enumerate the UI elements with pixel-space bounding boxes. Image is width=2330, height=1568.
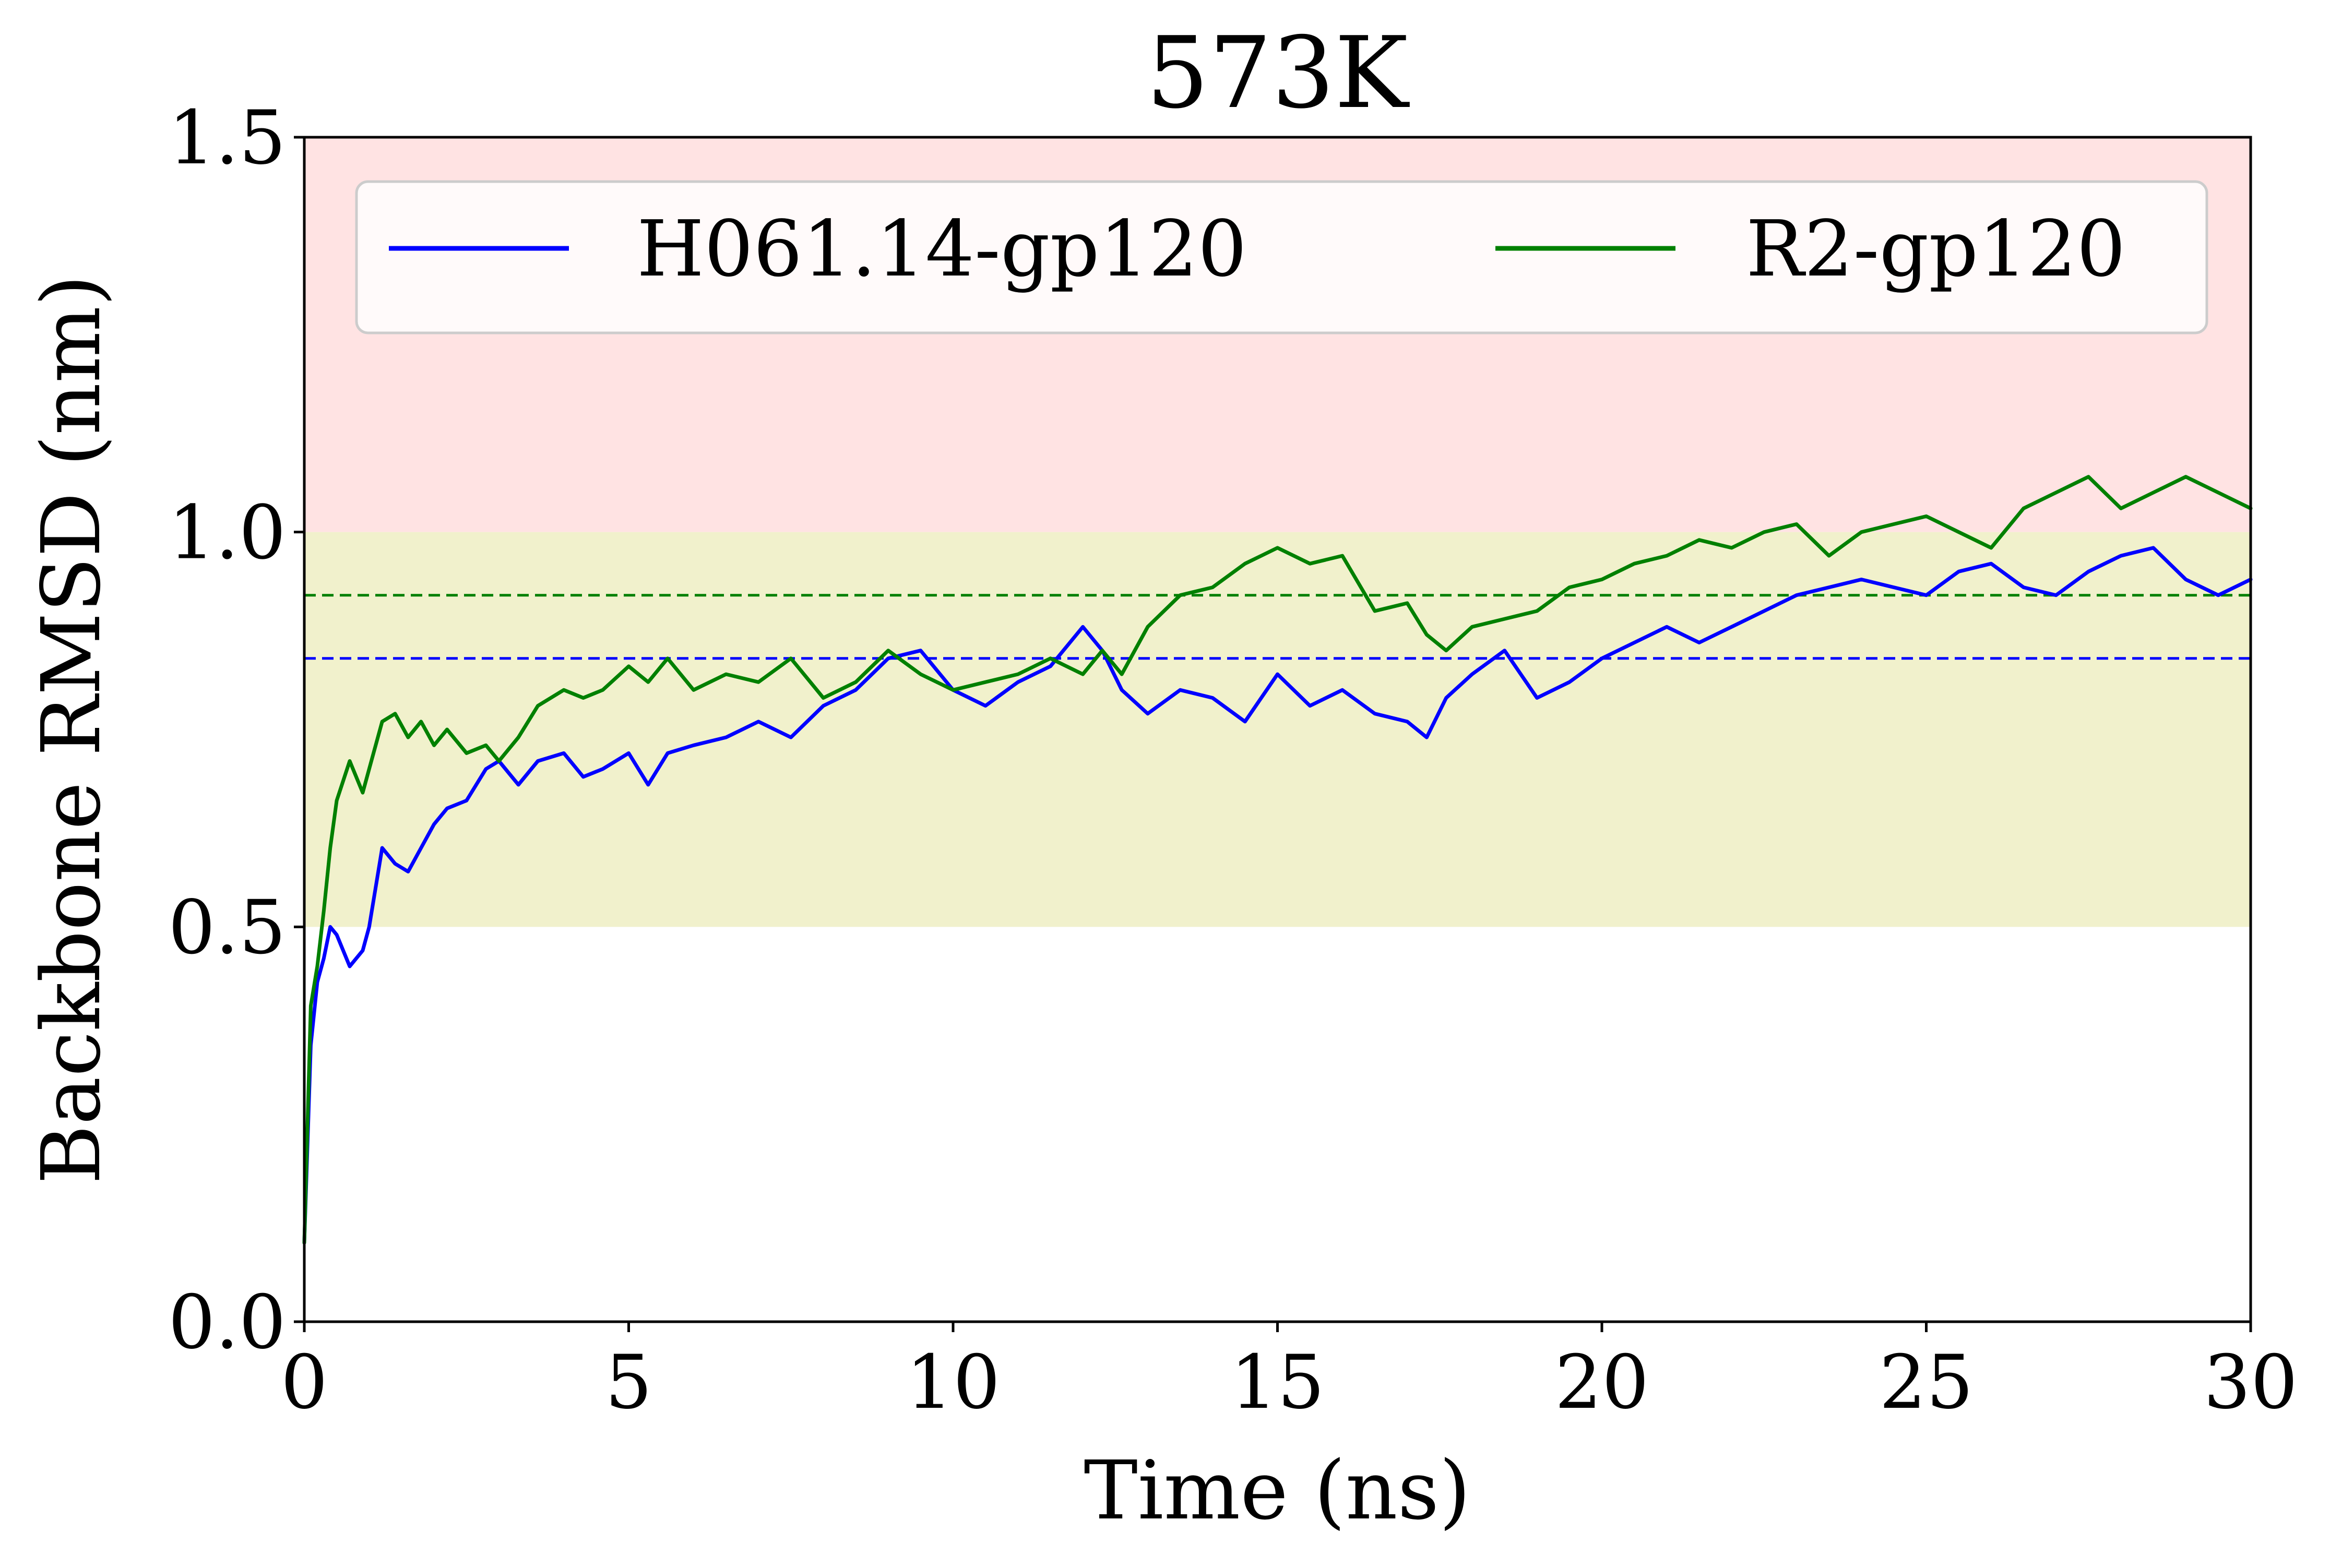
legend-label-r2: R2-gp120: [1746, 204, 2126, 294]
x-axis-ticks: 0 5 10 15 20 25 30: [281, 1322, 2298, 1426]
series-line-0: [302, 546, 2253, 1245]
x-tick-label: 20: [1555, 1339, 1649, 1426]
chart-title: 573K: [1146, 16, 1410, 130]
y-axis-label: Backbone RMSD (nm): [24, 274, 118, 1184]
series-lines: [302, 475, 2253, 1245]
series-line-1: [302, 475, 2253, 1245]
x-tick-label: 10: [906, 1339, 1001, 1426]
x-tick-label: 25: [1879, 1339, 1974, 1426]
x-tick-label: 5: [605, 1339, 652, 1426]
x-tick-label: 0: [281, 1339, 328, 1426]
y-tick-label: 0.0: [168, 1279, 286, 1366]
y-axis-ticks: 0.0 0.5 1.0 1.5: [168, 95, 304, 1366]
band-1: [304, 532, 2251, 927]
legend-label-h061: H061.14-gp120: [637, 204, 1247, 294]
legend-box: [355, 180, 2208, 334]
x-tick-label: 30: [2204, 1339, 2298, 1426]
y-tick-label: 1.0: [168, 490, 286, 576]
legend: H061.14-gp120 R2-gp120: [355, 180, 2208, 334]
x-axis-label: Time (ns): [1084, 1443, 1470, 1538]
x-tick-label: 15: [1230, 1339, 1325, 1426]
y-tick-label: 0.5: [168, 884, 286, 971]
y-tick-label: 1.5: [168, 95, 286, 181]
